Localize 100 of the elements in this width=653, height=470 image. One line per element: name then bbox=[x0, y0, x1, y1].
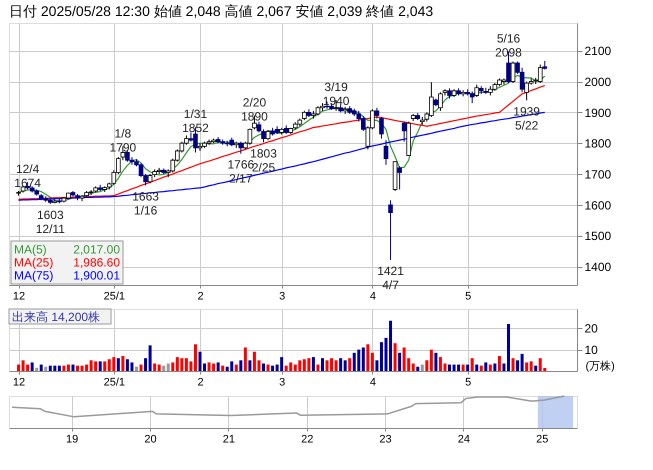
bar bbox=[462, 364, 465, 371]
y-tick-label: 2000 bbox=[584, 75, 612, 90]
bar bbox=[475, 364, 478, 371]
text: MA(5) 2,017.00 bbox=[14, 242, 120, 256]
bar bbox=[226, 366, 229, 371]
bar bbox=[271, 366, 274, 371]
y-tick-label: 1900 bbox=[584, 106, 612, 120]
bar bbox=[538, 358, 542, 371]
bar bbox=[352, 352, 356, 371]
bar bbox=[525, 362, 528, 371]
bar bbox=[534, 366, 538, 371]
y-tick-label: 1500 bbox=[584, 229, 612, 244]
x-tick-label: 5 bbox=[465, 290, 472, 302]
bar bbox=[480, 366, 483, 371]
y-tick-label: 1700 bbox=[584, 168, 612, 182]
bar bbox=[466, 364, 470, 371]
annotation: 2/20 1890 bbox=[241, 95, 268, 124]
candlestick bbox=[397, 166, 402, 190]
x-tick-label: 12 bbox=[12, 376, 26, 388]
y-tick-label: 1600 bbox=[584, 198, 612, 212]
bar bbox=[434, 352, 438, 371]
annotation: 1603 12/11 bbox=[36, 208, 66, 236]
bar bbox=[66, 364, 70, 371]
x-tick-label: 23 bbox=[379, 434, 392, 446]
bar bbox=[140, 364, 143, 371]
x-tick-label: 4 bbox=[370, 290, 376, 302]
bar bbox=[498, 356, 501, 371]
bar bbox=[493, 364, 496, 371]
annotation: 1/31 1852 bbox=[182, 107, 210, 136]
bar bbox=[262, 364, 266, 371]
x-tick-label: 21 bbox=[222, 434, 235, 446]
text: MA(25) 1,986.60 bbox=[14, 256, 120, 270]
bar bbox=[71, 364, 74, 371]
annotation: 1663 1/16 bbox=[132, 189, 160, 218]
candlestick bbox=[438, 92, 443, 112]
bar bbox=[416, 366, 420, 371]
bar bbox=[326, 360, 329, 371]
bar bbox=[398, 352, 402, 371]
x-tick-label: 2 bbox=[197, 290, 204, 302]
bar bbox=[103, 361, 106, 371]
bar bbox=[394, 343, 397, 371]
bar bbox=[339, 358, 342, 371]
x-tick-label: 25/1 bbox=[104, 290, 126, 302]
x-tick-label: 5 bbox=[465, 376, 472, 388]
bar bbox=[17, 364, 20, 371]
bar bbox=[402, 347, 406, 371]
bar bbox=[312, 357, 315, 371]
x-tick-label: 3 bbox=[279, 290, 286, 302]
bar bbox=[221, 366, 224, 371]
bar bbox=[76, 366, 80, 371]
bar bbox=[320, 358, 324, 371]
bar bbox=[484, 362, 488, 371]
y-tick-label: 2100 bbox=[584, 44, 612, 58]
x-tick-label: 25/1 bbox=[104, 376, 126, 388]
bar bbox=[194, 344, 197, 371]
candlestick bbox=[470, 90, 474, 104]
bar bbox=[488, 364, 492, 371]
bar bbox=[512, 358, 515, 371]
candlestick bbox=[266, 130, 270, 141]
x-tick-label: 4 bbox=[370, 376, 376, 388]
candlestick bbox=[402, 121, 406, 142]
bar bbox=[216, 362, 220, 371]
bar bbox=[112, 357, 116, 371]
bar bbox=[134, 366, 138, 371]
bar bbox=[316, 364, 320, 371]
candlestick bbox=[510, 61, 516, 84]
bar bbox=[420, 364, 424, 371]
y-tick-label: 10 bbox=[584, 343, 598, 358]
bar bbox=[130, 362, 134, 371]
bar bbox=[430, 350, 433, 371]
bar bbox=[448, 364, 452, 371]
bar bbox=[239, 360, 242, 371]
bar bbox=[44, 366, 48, 371]
bar bbox=[284, 366, 288, 371]
bar bbox=[121, 356, 124, 371]
bar bbox=[307, 358, 310, 371]
bar bbox=[470, 358, 474, 371]
x-tick-label: 3 bbox=[279, 376, 286, 388]
bar bbox=[40, 364, 43, 371]
bar bbox=[362, 347, 365, 371]
bar bbox=[506, 324, 510, 371]
annotation: 5/16 2098 bbox=[495, 31, 522, 60]
annotation: 3/19 1940 bbox=[322, 80, 350, 108]
x-tick-label: 12 bbox=[12, 290, 26, 302]
bar bbox=[153, 364, 156, 371]
x-tick-label: 25 bbox=[536, 434, 548, 446]
annotation: 1/8 1790 bbox=[110, 126, 137, 154]
bar bbox=[234, 364, 238, 371]
x-tick-label: 22 bbox=[301, 434, 314, 446]
x-tick-label: 2 bbox=[197, 376, 204, 388]
candlestick bbox=[447, 88, 452, 100]
bar bbox=[35, 368, 38, 371]
bar bbox=[248, 360, 252, 371]
chart-title: 出来高 14,200株 bbox=[12, 310, 100, 324]
bar bbox=[266, 364, 270, 371]
bar bbox=[98, 361, 102, 371]
annotation: 1939 5/22 bbox=[513, 104, 540, 132]
bar bbox=[348, 358, 352, 371]
x-tick-label: 24 bbox=[458, 434, 470, 446]
bar bbox=[244, 347, 247, 371]
